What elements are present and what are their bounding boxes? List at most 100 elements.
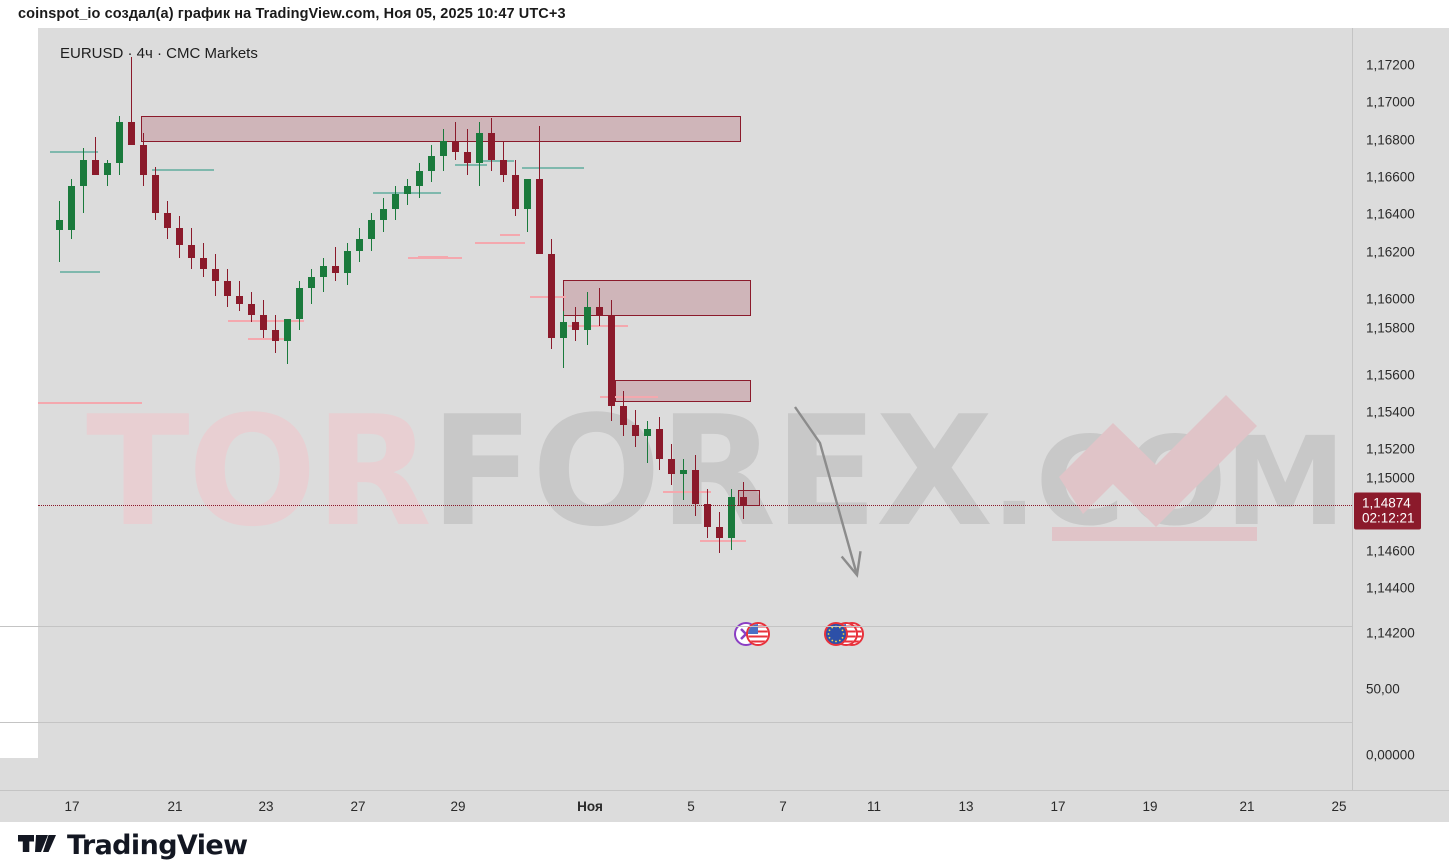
support-line[interactable] [475, 242, 525, 244]
support-line[interactable] [248, 338, 288, 340]
arrow-shaft [794, 406, 859, 576]
resistance-line[interactable] [50, 151, 98, 153]
price-tick: 1,14600 [1366, 543, 1415, 559]
candle-body [248, 303, 255, 315]
candle-body [236, 295, 243, 304]
candle-body [356, 239, 363, 251]
forecast-arrow-annotation[interactable] [38, 28, 1352, 758]
price-tick: 1,14400 [1366, 580, 1415, 596]
arrow-head [840, 551, 862, 578]
current-price-line [38, 505, 1352, 507]
candle-wick [538, 125, 541, 194]
candle-wick [682, 458, 685, 501]
candle-wick [286, 326, 289, 365]
time-tick: 13 [958, 799, 974, 814]
candle-body [452, 140, 459, 153]
pane-separator-1[interactable] [0, 626, 1449, 627]
resistance-line[interactable] [60, 271, 100, 273]
candle-wick [526, 193, 529, 232]
support-line[interactable] [408, 257, 462, 259]
price-tick: 0,00000 [1366, 747, 1415, 763]
candle-body [740, 496, 747, 506]
price-tick: 1,16200 [1366, 244, 1415, 260]
chart-plot-area[interactable]: TORFOREX.COM EURUSD · 4ч · CMC Markets [38, 28, 1352, 758]
us-flag-event-icon[interactable] [732, 619, 778, 649]
candle-body [512, 174, 519, 209]
time-scale-border [0, 790, 1449, 791]
support-line[interactable] [418, 256, 448, 258]
candle-body [344, 250, 351, 274]
candle-body [704, 504, 711, 527]
candle-body [140, 144, 147, 175]
candle-body [644, 428, 651, 437]
price-tick: 1,17000 [1366, 94, 1415, 110]
tradingview-logo-icon [18, 835, 56, 852]
candle-body [668, 458, 675, 474]
candle-body [152, 174, 159, 213]
time-tick: 29 [450, 799, 466, 814]
resistance-line[interactable] [455, 164, 487, 166]
candle-body [200, 258, 207, 270]
time-tick: 19 [1142, 799, 1158, 814]
price-tick: 1,15400 [1366, 404, 1415, 420]
candle-wick [130, 57, 133, 130]
support-line[interactable] [600, 396, 658, 398]
time-tick: 5 [687, 799, 695, 814]
candle-body [548, 254, 555, 338]
time-tick: 27 [350, 799, 366, 814]
price-tick: 1,15600 [1366, 367, 1415, 383]
support-line[interactable] [700, 540, 746, 542]
candle-body [272, 330, 279, 342]
price-scale-border [1352, 28, 1353, 790]
candle-body [284, 318, 291, 342]
candle-body [188, 244, 195, 259]
candle-body [416, 171, 423, 187]
price-tick: 1,15200 [1366, 441, 1415, 457]
candle-body [632, 424, 639, 437]
candle-body [476, 133, 483, 164]
resistance-line[interactable] [522, 167, 584, 169]
candle-body [332, 265, 339, 274]
time-tick: 17 [64, 799, 80, 814]
candle-body [620, 405, 627, 425]
time-tick: 7 [779, 799, 787, 814]
candle-body [56, 220, 63, 230]
price-scale[interactable]: 1,17200 1,17000 1,16800 1,16600 1,16400 1,162… [1352, 28, 1449, 790]
chart-frame[interactable]: TORFOREX.COM EURUSD · 4ч · CMC Markets [0, 28, 1449, 790]
eu-flag-event-icon[interactable] [820, 619, 866, 649]
candle-wick [58, 201, 61, 262]
support-line[interactable] [568, 325, 628, 327]
candle-body [404, 186, 411, 194]
candle-body [692, 470, 699, 505]
supply-zone[interactable] [141, 116, 741, 142]
candle-body [128, 121, 135, 145]
time-tick: 21 [1239, 799, 1255, 814]
current-price-badge: 1,14874 02:12:21 [1354, 492, 1421, 530]
time-tick: 21 [167, 799, 183, 814]
candle-body [656, 428, 663, 459]
support-line[interactable] [500, 234, 520, 236]
candle-body [440, 140, 447, 156]
candle-wick [94, 136, 97, 172]
candle-body [176, 227, 183, 245]
candle-body [92, 159, 99, 175]
support-line[interactable] [38, 402, 142, 404]
pane-separator-2[interactable] [0, 722, 1449, 723]
attribution-text: coinspot_io создал(а) график на TradingV… [18, 6, 566, 22]
candle-body [392, 193, 399, 209]
resistance-line[interactable] [152, 169, 214, 171]
candle-body [680, 470, 687, 474]
price-tick: 1,16800 [1366, 132, 1415, 148]
candle-body [260, 314, 267, 331]
price-tick: 1,16600 [1366, 169, 1415, 185]
supply-zone[interactable] [563, 280, 751, 316]
candle-body [464, 152, 471, 164]
resistance-line[interactable] [476, 160, 514, 162]
price-tick: 1,15800 [1366, 320, 1415, 336]
time-tick: 11 [866, 799, 882, 814]
candle-body [212, 269, 219, 281]
price-tick: 50,00 [1366, 681, 1400, 697]
time-scale[interactable]: 17 21 23 27 29 Ноя 5 7 11 13 17 19 21 25 [0, 790, 1449, 822]
support-line[interactable] [663, 491, 711, 493]
footer-bar: TradingView [0, 822, 1449, 868]
